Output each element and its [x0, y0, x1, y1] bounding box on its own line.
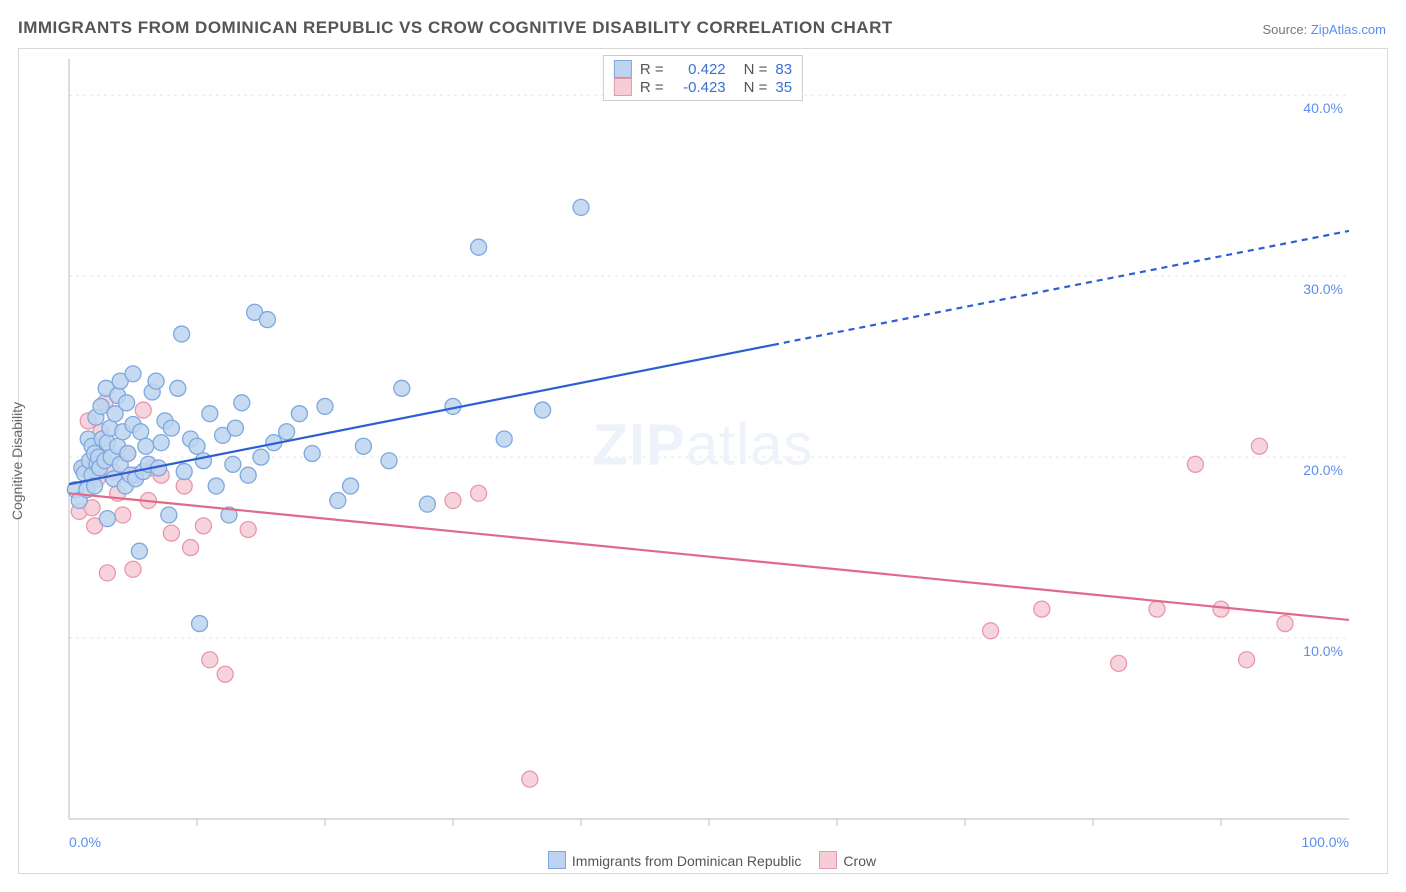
n-label: N = — [744, 79, 768, 96]
svg-text:30.0%: 30.0% — [1303, 281, 1343, 297]
n-value: 35 — [775, 79, 792, 96]
chart-container: Cognitive Disability ZIPatlas 10.0%20.0%… — [18, 48, 1388, 874]
n-value: 83 — [775, 61, 792, 78]
legend-swatch-icon — [614, 60, 632, 78]
svg-text:0.0%: 0.0% — [69, 834, 101, 850]
r-label: R = — [640, 61, 664, 78]
y-axis-label: Cognitive Disability — [9, 402, 25, 520]
correlation-legend: R = 0.422 N = 83 R = -0.423 N = 35 — [603, 55, 803, 101]
legend-label: Immigrants from Dominican Republic — [572, 853, 802, 869]
legend-swatch-icon — [819, 851, 837, 869]
legend-row-blue: R = 0.422 N = 83 — [614, 60, 792, 78]
source-prefix: Source: — [1262, 22, 1310, 37]
legend-swatch-icon — [614, 78, 632, 96]
r-value: -0.423 — [672, 79, 726, 96]
svg-text:10.0%: 10.0% — [1303, 643, 1343, 659]
source-link[interactable]: ZipAtlas.com — [1311, 22, 1386, 37]
legend-swatch-icon — [548, 851, 566, 869]
legend-row-pink: R = -0.423 N = 35 — [614, 78, 792, 96]
r-label: R = — [640, 79, 664, 96]
chart-title: IMMIGRANTS FROM DOMINICAN REPUBLIC VS CR… — [18, 18, 893, 38]
legend-label: Crow — [843, 853, 876, 869]
scatter-plot-svg: 10.0% 20.0% 30.0% 40.0% 0.0% 100.0% — [19, 49, 1387, 873]
r-value: 0.422 — [672, 61, 726, 78]
series-legend: Immigrants from Dominican Republic Crow — [19, 851, 1387, 869]
source-attribution: Source: ZipAtlas.com — [1262, 22, 1386, 37]
svg-text:40.0%: 40.0% — [1303, 100, 1343, 116]
n-label: N = — [744, 61, 768, 78]
svg-text:100.0%: 100.0% — [1302, 834, 1349, 850]
svg-text:20.0%: 20.0% — [1303, 462, 1343, 478]
